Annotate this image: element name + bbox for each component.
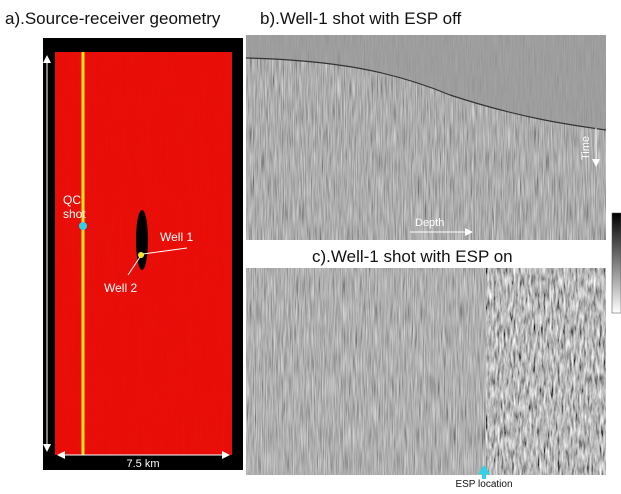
well-2-label: Well 2 xyxy=(104,281,137,295)
colorbar xyxy=(611,212,621,314)
well-2-pointer xyxy=(127,256,141,276)
time-label: Time xyxy=(580,136,592,160)
height-label: 19.5 km xyxy=(29,237,43,280)
qc-shot-label: QC shot xyxy=(63,193,86,221)
seismic-c-right xyxy=(486,268,606,475)
seismic-c-left xyxy=(246,268,486,475)
panel-a-title: a).Source-receiver geometry xyxy=(5,9,221,28)
first-arrival xyxy=(245,57,607,131)
esp-arrow-stem xyxy=(482,473,486,479)
depth-label: Depth xyxy=(415,217,444,229)
well-1-label: Well 1 xyxy=(160,230,193,244)
esp-arrow xyxy=(478,465,490,474)
qc-shot-marker xyxy=(79,222,87,230)
panel-b-title: b).Well-1 shot with ESP off xyxy=(260,9,462,28)
width-label: 7.5 km xyxy=(126,458,159,470)
panel-c-title: c).Well-1 shot with ESP on xyxy=(312,247,513,266)
well-marker xyxy=(138,252,144,258)
pre-arrival xyxy=(246,35,606,130)
well-1-pointer xyxy=(142,247,188,255)
esp-location-label: ESP location xyxy=(455,479,512,489)
shot-label: shot xyxy=(63,207,86,221)
qc-label: QC xyxy=(63,193,81,207)
